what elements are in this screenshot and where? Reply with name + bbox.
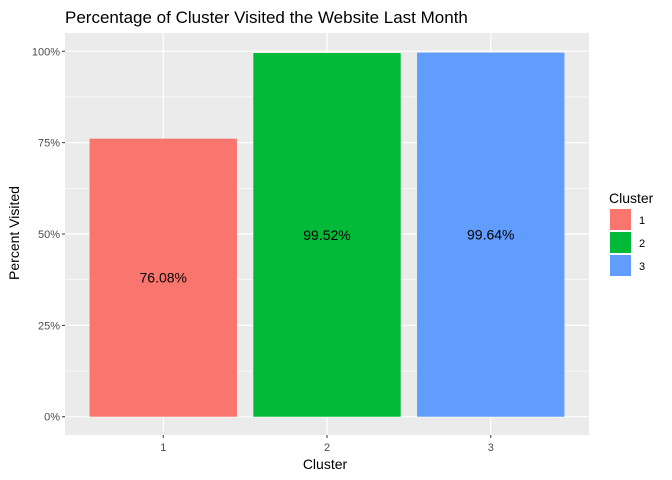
x-tick-label: 3	[488, 442, 494, 454]
x-axis: 1 2 3	[160, 435, 494, 454]
y-tick-label: 25%	[38, 320, 60, 332]
legend-key-3	[610, 255, 631, 276]
bars	[89, 52, 565, 417]
legend-key-2	[610, 232, 631, 253]
legend-key-1	[610, 209, 631, 230]
bar-cluster-1	[89, 138, 237, 417]
y-tick-label: 100%	[32, 46, 60, 58]
y-axis: 0% 25% 50% 75% 100%	[32, 46, 65, 424]
data-labels: 76.08% 99.52% 99.64%	[140, 227, 515, 286]
bar-cluster-2	[253, 53, 401, 417]
data-label-cluster-2: 99.52%	[303, 227, 350, 243]
legend-label-2: 2	[639, 238, 645, 250]
legend-label-3: 3	[639, 261, 645, 273]
legend-title: Cluster	[609, 190, 654, 206]
x-tick-label: 2	[324, 442, 330, 454]
chart-title: Percentage of Cluster Visited the Websit…	[65, 8, 468, 27]
y-axis-title: Percent Visited	[6, 186, 22, 280]
x-axis-title: Cluster	[303, 456, 348, 472]
legend: Cluster 1 2 3	[609, 190, 654, 276]
y-tick-label: 50%	[38, 229, 60, 241]
x-tick-label: 1	[160, 442, 166, 454]
data-label-cluster-1: 76.08%	[140, 270, 187, 286]
data-label-cluster-3: 99.64%	[467, 227, 514, 243]
y-tick-label: 0%	[44, 412, 60, 424]
y-tick-label: 75%	[38, 138, 60, 150]
legend-label-1: 1	[639, 215, 645, 227]
bar-cluster-3	[417, 52, 565, 417]
